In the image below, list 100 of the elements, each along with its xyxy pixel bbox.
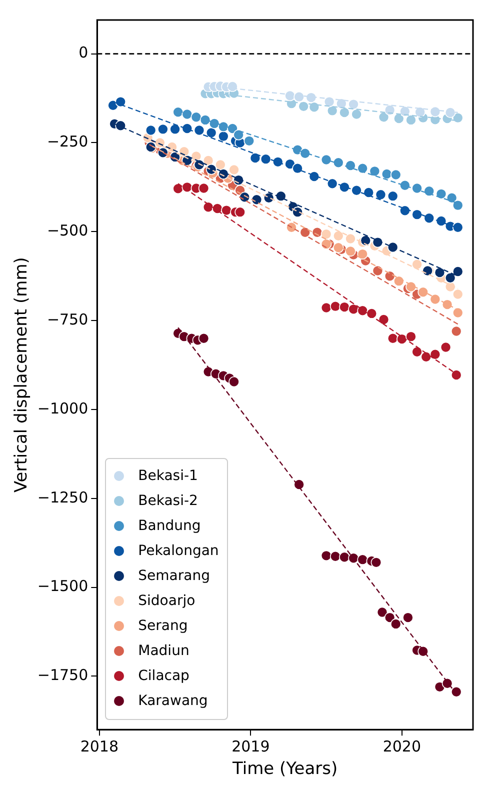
y-tick-label: −250 bbox=[46, 132, 88, 151]
point bbox=[320, 302, 332, 314]
point bbox=[402, 612, 414, 623]
point bbox=[292, 162, 303, 174]
point bbox=[376, 606, 388, 618]
point bbox=[372, 265, 384, 276]
point bbox=[339, 552, 350, 562]
point bbox=[418, 646, 428, 657]
point bbox=[306, 92, 317, 103]
point bbox=[444, 272, 456, 284]
point bbox=[206, 127, 217, 138]
y-tick-label: −1750 bbox=[37, 666, 88, 684]
point bbox=[250, 152, 261, 164]
point bbox=[412, 346, 422, 358]
legend-label: Bekasi-2 bbox=[138, 493, 198, 510]
point bbox=[387, 242, 398, 253]
point bbox=[308, 171, 320, 182]
point bbox=[198, 332, 210, 344]
point bbox=[345, 246, 356, 257]
point bbox=[444, 107, 456, 118]
point bbox=[228, 376, 240, 388]
legend-label: Bandung bbox=[138, 518, 201, 534]
legend-label: Bekasi-1 bbox=[138, 468, 198, 484]
legend-label: Karawang bbox=[138, 693, 208, 710]
point bbox=[276, 190, 286, 202]
point bbox=[430, 348, 441, 360]
point bbox=[378, 112, 390, 123]
point bbox=[272, 156, 284, 168]
point bbox=[326, 178, 338, 190]
point bbox=[115, 120, 126, 132]
point bbox=[351, 184, 362, 196]
point bbox=[351, 108, 362, 120]
point bbox=[227, 81, 238, 92]
point bbox=[420, 351, 432, 362]
point bbox=[251, 194, 262, 206]
point bbox=[442, 299, 453, 310]
point bbox=[294, 91, 304, 102]
point bbox=[234, 206, 246, 218]
point bbox=[393, 276, 404, 286]
legend-label: Pekalongan bbox=[138, 543, 219, 560]
point bbox=[298, 101, 309, 112]
point bbox=[412, 182, 422, 194]
point bbox=[424, 212, 435, 224]
point bbox=[357, 248, 368, 260]
y-tick-label: −1000 bbox=[37, 399, 88, 418]
point bbox=[400, 106, 410, 117]
x-tick-label: 2020 bbox=[382, 737, 422, 756]
point bbox=[384, 104, 396, 116]
point bbox=[348, 304, 359, 315]
point bbox=[384, 270, 396, 282]
point bbox=[244, 136, 255, 146]
point bbox=[198, 182, 210, 194]
point bbox=[233, 129, 244, 140]
point bbox=[260, 154, 272, 164]
legend-label: Cilacap bbox=[138, 668, 190, 684]
point bbox=[406, 281, 416, 292]
point bbox=[424, 186, 435, 196]
point bbox=[221, 204, 232, 216]
legend-label: Semarang bbox=[138, 568, 210, 584]
point bbox=[332, 230, 344, 242]
point bbox=[357, 554, 368, 565]
x-tick-label: 2018 bbox=[80, 737, 119, 756]
point bbox=[294, 479, 304, 490]
point bbox=[390, 618, 402, 630]
point bbox=[452, 222, 464, 233]
point bbox=[412, 258, 422, 270]
point bbox=[378, 314, 390, 325]
point bbox=[406, 114, 416, 126]
point bbox=[339, 302, 350, 312]
point bbox=[430, 294, 441, 305]
point bbox=[452, 307, 464, 318]
point bbox=[345, 160, 356, 171]
point bbox=[145, 124, 156, 136]
point bbox=[332, 157, 344, 168]
point bbox=[218, 130, 229, 142]
y-tick-label: 0 bbox=[78, 44, 88, 62]
point bbox=[450, 686, 462, 698]
point bbox=[369, 166, 380, 177]
x-tick-label: 2019 bbox=[232, 737, 270, 756]
point bbox=[339, 182, 350, 193]
point bbox=[348, 98, 359, 110]
point bbox=[375, 189, 386, 200]
x-axis-title: Time (Years) bbox=[232, 759, 338, 780]
point bbox=[300, 148, 311, 159]
point bbox=[170, 124, 180, 135]
point bbox=[332, 242, 344, 254]
point bbox=[158, 124, 168, 135]
point bbox=[387, 190, 398, 202]
point bbox=[339, 107, 350, 118]
point bbox=[194, 124, 205, 136]
point bbox=[393, 113, 404, 124]
point bbox=[360, 235, 372, 246]
point bbox=[366, 308, 378, 319]
point bbox=[452, 200, 464, 211]
point bbox=[440, 342, 452, 353]
point bbox=[412, 209, 422, 220]
point bbox=[436, 216, 447, 226]
point bbox=[172, 106, 184, 118]
point bbox=[452, 266, 464, 277]
point bbox=[182, 123, 193, 134]
